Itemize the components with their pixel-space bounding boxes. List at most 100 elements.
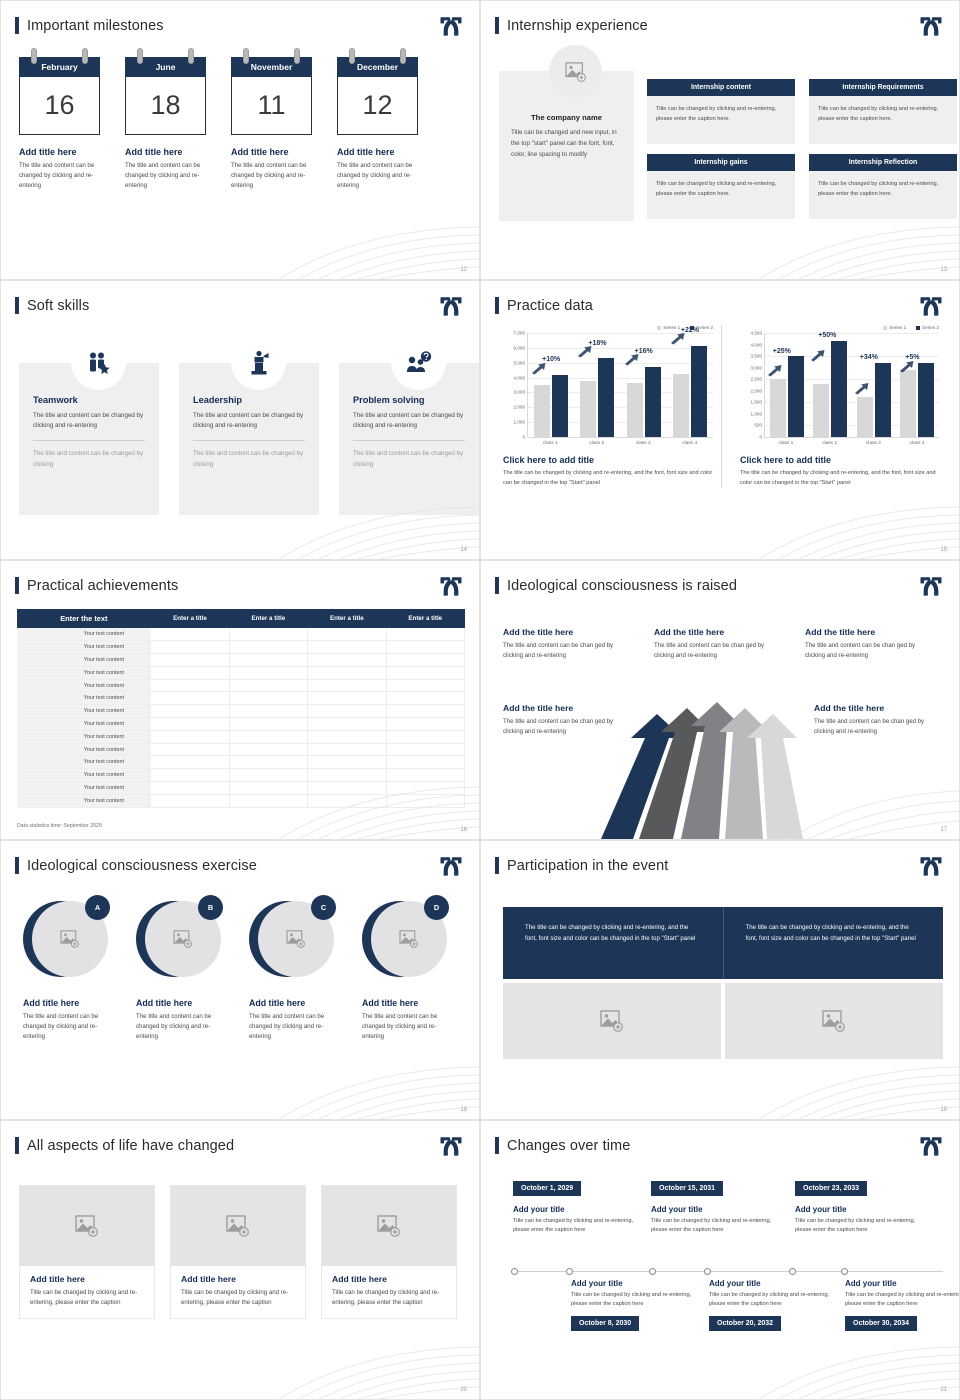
circle-item[interactable]: C Add title here The title and content c… [249,895,336,1041]
table-cell[interactable] [386,794,466,808]
table-cell[interactable] [150,704,230,719]
table-cell[interactable] [229,743,309,757]
table-row[interactable]: Your text content [17,691,466,706]
internship-card[interactable]: Internship Requirements Title can be cha… [809,79,957,144]
table-row[interactable]: Your text content [17,679,466,693]
table-cell[interactable] [150,755,230,770]
table-cell[interactable] [307,666,387,680]
table-cell[interactable] [150,781,230,795]
table-cell[interactable] [229,781,309,795]
table-cell[interactable] [229,768,309,783]
table-cell[interactable] [229,666,309,680]
event-text-banner[interactable]: The title can be changed by clicking and… [503,907,943,979]
image-placeholder-icon[interactable] [549,45,602,98]
table-cell[interactable] [386,781,466,795]
table-cell[interactable] [150,768,230,783]
table-cell[interactable] [386,755,466,770]
table-cell[interactable] [150,679,230,693]
milestone-item[interactable]: June 18 Add title here The title and con… [125,48,206,190]
table-row[interactable]: Your text content [17,717,466,731]
table-cell[interactable] [150,653,230,667]
company-panel[interactable]: The company name Title can be changed an… [499,45,634,221]
table-cell[interactable] [307,781,387,795]
table-cell[interactable] [150,743,230,757]
table-cell[interactable] [229,704,309,719]
table-row[interactable]: Your text content [17,794,466,808]
table-cell[interactable] [386,704,466,719]
table-cell[interactable] [307,679,387,693]
image-placeholder-icon[interactable] [20,1186,154,1266]
soft-skill-card[interactable]: Leadership The title and content can be … [179,335,319,515]
content-item[interactable]: Add the title here The title and content… [503,703,628,737]
table-cell[interactable] [150,794,230,808]
table-cell[interactable] [150,666,230,680]
timeline-event-lower[interactable]: Add your title Title can be changed by c… [571,1279,703,1332]
milestone-item[interactable]: December 12 Add title here The title and… [337,48,418,190]
table-cell[interactable] [307,704,387,719]
aspect-card[interactable]: Add title here Title can be changed by c… [19,1185,155,1319]
slide-ideological-consciousness-exercise[interactable]: Ideological consciousness exercise A Add… [0,840,480,1120]
timeline-event-upper[interactable]: October 23, 2033 Add your title Title ca… [795,1177,927,1235]
image-placeholder-icon[interactable] [322,1186,456,1266]
content-item[interactable]: Add the title here The title and content… [814,703,939,737]
slide-internship-experience[interactable]: Internship experience The company name T… [480,0,960,280]
table-cell[interactable] [386,730,466,744]
circle-item[interactable]: A Add title here The title and content c… [23,895,110,1041]
image-placeholder-icon[interactable] [725,983,943,1059]
table-row[interactable]: Your text content [17,781,466,795]
table-cell[interactable] [229,717,309,731]
table-cell[interactable] [386,666,466,680]
table-cell[interactable] [229,653,309,667]
slide-practical-achievements[interactable]: Practical achievements Enter the text En… [0,560,480,840]
aspect-card[interactable]: Add title here Title can be changed by c… [170,1185,306,1319]
table-cell[interactable] [386,691,466,706]
table-cell[interactable] [307,794,387,808]
table-cell[interactable] [150,691,230,706]
image-placeholder-icon[interactable] [503,983,721,1059]
content-item[interactable]: Add the title here The title and content… [654,627,779,661]
table-cell[interactable] [150,717,230,731]
table-row[interactable]: Your text content [17,730,466,744]
timeline-event-upper[interactable]: October 15, 2031 Add your title Title ca… [651,1177,783,1235]
table-cell[interactable] [386,628,466,642]
table-cell[interactable] [150,730,230,744]
table-cell[interactable] [386,640,466,655]
slide-soft-skills[interactable]: Soft skills Teamwork The title and conte… [0,280,480,560]
table-cell[interactable] [229,628,309,642]
table-cell[interactable] [307,730,387,744]
table-cell[interactable] [229,679,309,693]
table-row[interactable]: Your text content [17,755,466,770]
timeline-event-lower[interactable]: Add your title Title can be changed by c… [845,1279,959,1332]
table-cell[interactable] [386,743,466,757]
timeline-event-lower[interactable]: Add your title Title can be changed by c… [709,1279,841,1332]
table-cell[interactable] [386,717,466,731]
table-cell[interactable] [307,743,387,757]
aspect-card[interactable]: Add title here Title can be changed by c… [321,1185,457,1319]
slide-all-aspects-of-life-have-changed[interactable]: All aspects of life have changed Add tit… [0,1120,480,1400]
timeline-event-upper[interactable]: October 1, 2029 Add your title Title can… [513,1177,645,1235]
slide-practice-data[interactable]: Practice data Series 1 Series 2 0 1,000 … [480,280,960,560]
table-row[interactable]: Your text content [17,653,466,667]
internship-card[interactable]: Internship gains Title can be changed by… [647,154,795,219]
table-cell[interactable] [229,730,309,744]
table-cell[interactable] [229,755,309,770]
image-placeholder-icon[interactable] [371,901,447,977]
internship-card[interactable]: Internship content Title can be changed … [647,79,795,144]
table-cell[interactable] [386,768,466,783]
soft-skill-card[interactable]: Teamwork The title and content can be ch… [19,335,159,515]
milestone-item[interactable]: February 16 Add title here The title and… [19,48,100,190]
circle-item[interactable]: B Add title here The title and content c… [136,895,223,1041]
table-row[interactable]: Your text content [17,628,466,642]
table-row[interactable]: Your text content [17,743,466,757]
milestone-item[interactable]: November 11 Add title here The title and… [231,48,312,190]
table-cell[interactable] [307,628,387,642]
content-item[interactable]: Add the title here The title and content… [805,627,930,661]
table-cell[interactable] [307,755,387,770]
table-cell[interactable] [386,653,466,667]
table-cell[interactable] [386,679,466,693]
slide-ideological-consciousness-is-raised[interactable]: Ideological consciousness is raised Add … [480,560,960,840]
table-row[interactable]: Your text content [17,704,466,719]
table-cell[interactable] [307,653,387,667]
content-item[interactable]: Add the title here The title and content… [503,627,628,661]
slide-important-milestones[interactable]: Important milestones February 16 Add tit… [0,0,480,280]
